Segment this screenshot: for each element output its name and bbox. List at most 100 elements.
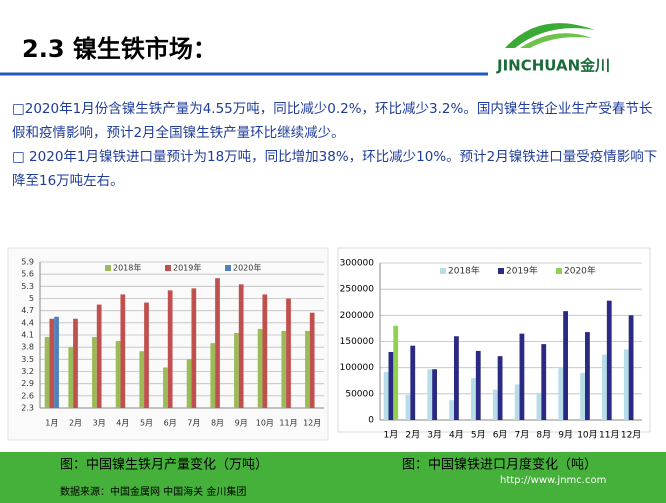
bar [519, 333, 525, 420]
bar [514, 384, 520, 420]
legend-label: 2018年 [448, 265, 480, 277]
y-tick-label: 2.6 [21, 391, 34, 400]
y-tick-label: 3.8 [21, 343, 34, 352]
legend-swatch [440, 268, 446, 274]
y-tick-label: 2.3 [21, 404, 34, 413]
x-tick-label: 11月 [599, 430, 619, 441]
bar [281, 330, 287, 408]
bar [388, 351, 394, 420]
bar [623, 349, 629, 420]
y-tick-label: 250000 [340, 285, 375, 295]
bar [92, 337, 97, 408]
bar [383, 371, 389, 420]
bar [286, 298, 291, 408]
bullet: □2020年1月份含镍生铁产量为4.55万吨，同比减少0.2%，环比减少3.2%… [12, 101, 653, 141]
bar [492, 389, 498, 420]
bar [497, 356, 503, 420]
legend-label: 2019年 [173, 263, 201, 273]
bar [410, 345, 416, 420]
bar [405, 394, 411, 420]
bar [44, 337, 50, 408]
bar [541, 344, 547, 420]
legend-swatch [556, 268, 562, 274]
site-url: http://www.jnmc.com [500, 475, 606, 486]
logo-swoosh [505, 23, 595, 48]
y-tick-label: 5.9 [21, 258, 34, 267]
bullet-list: □2020年1月份含镍生铁产量为4.55万吨，同比减少0.2%，环比减少3.2%… [12, 97, 660, 193]
caption: 图：中国镍生铁月产量变化（万吨） [60, 457, 268, 473]
y-tick-label: 150000 [340, 337, 375, 347]
y-tick-label: 5.6 [21, 270, 34, 279]
x-tick-label: 7月 [187, 419, 200, 428]
y-tick-label: 5 [29, 294, 34, 303]
legend-label: 2020年 [564, 265, 596, 277]
bar [536, 392, 542, 420]
x-tick-label: 7月 [515, 430, 530, 441]
legend-swatch [498, 268, 504, 274]
bar [167, 290, 173, 408]
bar [305, 330, 310, 408]
y-tick-label: 2.9 [21, 379, 34, 388]
bar [186, 359, 192, 408]
bar [215, 278, 220, 408]
x-tick-label: 4月 [116, 419, 129, 428]
bar [73, 318, 78, 408]
bar [393, 325, 399, 420]
x-tick-label: 11月 [279, 419, 297, 428]
y-tick-label: 200000 [340, 311, 375, 321]
bar [475, 350, 481, 420]
x-tick-label: 8月 [536, 430, 551, 441]
x-tick-label: 3月 [427, 430, 442, 441]
legend-swatch [165, 265, 171, 271]
x-tick-label: 8月 [211, 419, 224, 428]
bar [558, 367, 564, 420]
x-tick-label: 1月 [384, 430, 399, 441]
bar [144, 302, 149, 408]
y-tick-label: 300000 [340, 259, 375, 269]
bar [139, 351, 145, 408]
x-tick-label: 10月 [577, 430, 597, 441]
bar [191, 288, 197, 408]
bullet: □ 2020年1月镍铁进口量预计为18万吨，同比增加38%，环比减少10%。预计… [12, 149, 658, 189]
bar [234, 332, 239, 408]
y-tick-label: 4.1 [21, 331, 34, 340]
bar [427, 369, 433, 420]
footer-band [0, 452, 666, 503]
bar [471, 378, 476, 420]
x-tick-label: 4月 [449, 430, 464, 441]
y-tick-label: 3.2 [21, 367, 34, 376]
y-tick-label: 0 [368, 416, 374, 426]
bar [309, 312, 315, 408]
bar [54, 316, 59, 408]
x-tick-label: 12月 [303, 419, 321, 428]
caption: 图：中国镍铁进口月度变化（吨） [402, 457, 597, 473]
legend-swatch [105, 265, 111, 271]
bar [580, 372, 586, 420]
x-tick-label: 2月 [69, 419, 82, 428]
y-tick-label: 5.3 [21, 282, 34, 291]
bar [49, 318, 55, 408]
x-tick-label: 2月 [405, 430, 420, 441]
y-tick-label: 4.7 [21, 306, 34, 315]
data-source: 数据来源：中国金属网 中国海关 金川集团 [60, 485, 246, 498]
bar [68, 347, 74, 408]
bar [163, 367, 168, 408]
bar [585, 332, 590, 420]
bar [120, 294, 126, 408]
bar [454, 336, 459, 420]
bar [96, 304, 102, 408]
x-tick-label: 3月 [93, 419, 106, 428]
x-tick-label: 5月 [471, 430, 486, 441]
legend-label: 2020年 [233, 263, 261, 273]
bar [115, 341, 121, 408]
x-tick-label: 6月 [164, 419, 177, 428]
y-tick-label: 4.4 [21, 318, 34, 327]
legend-label: 2019年 [506, 265, 538, 277]
bar [628, 315, 634, 420]
logo-swoosh [520, 33, 592, 48]
bar [606, 300, 612, 420]
bar [210, 343, 216, 408]
x-tick-label: 10月 [256, 419, 274, 428]
